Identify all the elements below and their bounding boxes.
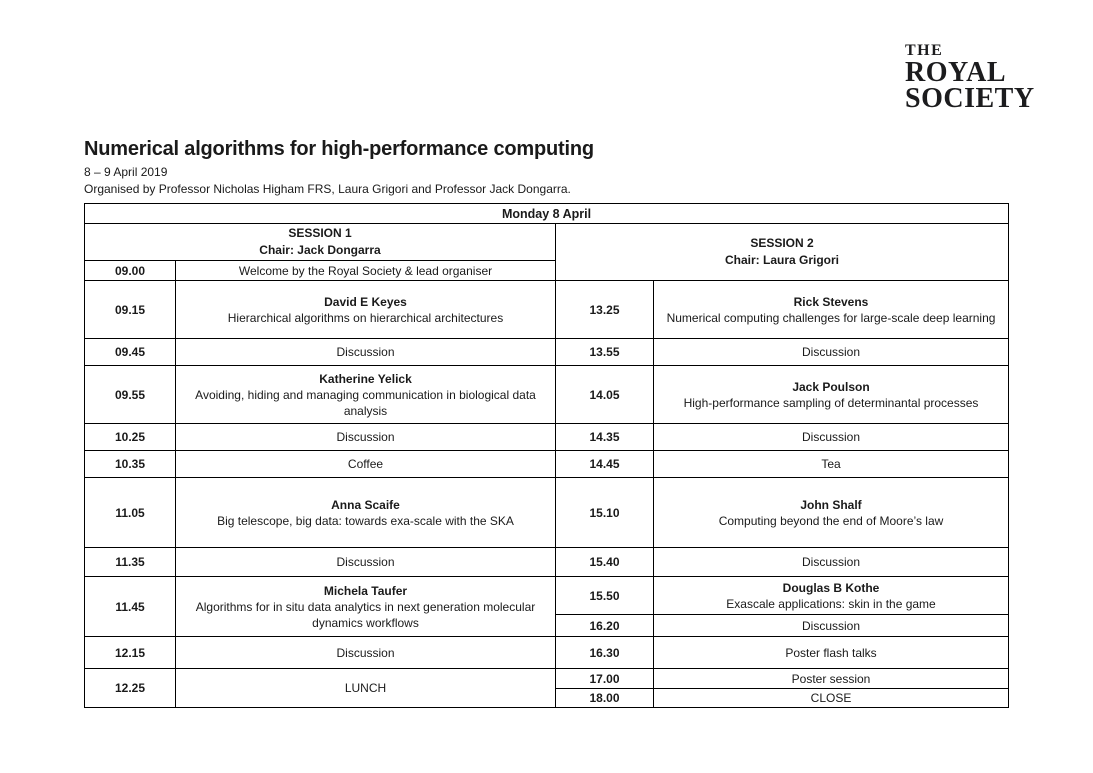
document-header: Numerical algorithms for high-performanc…: [84, 138, 944, 198]
event-cell: Poster session: [652, 668, 1010, 689]
table-row: 09.15 David E Keyes Hierarchical algorit…: [84, 280, 1010, 339]
time-cell: 12.25: [84, 668, 176, 708]
event-cell: Discussion: [652, 338, 1010, 366]
talk-title: Numerical computing challenges for large…: [666, 310, 996, 325]
event-cell: LUNCH: [175, 668, 556, 708]
time-cell: 10.25: [84, 423, 176, 451]
time-cell: 11.45: [84, 576, 176, 637]
session2-header: SESSION 2 Chair: Laura Grigori: [554, 223, 1010, 281]
table-row: 11.45 Michela Taufer Algorithms for in s…: [84, 576, 1010, 637]
session1-title: SESSION 1: [288, 226, 352, 240]
table-row: 09.45 Discussion 13.55 Discussion: [84, 338, 1010, 366]
event-cell: Poster flash talks: [652, 636, 1010, 669]
time-cell: 09.45: [84, 338, 176, 366]
day-header: Monday 8 April: [83, 203, 1010, 224]
time-cell: 13.55: [555, 338, 654, 366]
royal-society-logo: THE ROYAL SOCIETY: [905, 42, 1035, 114]
event-cell: Discussion: [175, 547, 556, 577]
time-cell: 10.35: [84, 450, 176, 478]
time-cell: 09.00: [84, 260, 176, 281]
event-cell: Discussion: [175, 636, 556, 669]
talk-cell: Douglas B Kothe Exascale applications: s…: [652, 576, 1010, 615]
event-cell: Discussion: [175, 423, 556, 451]
talk-title: Avoiding, hiding and managing communicat…: [195, 387, 536, 418]
speaker-name: Jack Poulson: [792, 379, 870, 394]
table-row: 12.25 LUNCH 17.00 Poster session: [84, 668, 1010, 708]
talk-title: Computing beyond the end of Moore’s law: [718, 513, 944, 528]
time-cell: 16.20: [555, 614, 654, 637]
table-row: 10.35 Coffee 14.45 Tea: [84, 450, 1010, 478]
table-row: 10.25 Discussion 14.35 Discussion: [84, 423, 1010, 451]
event-cell: Coffee: [175, 450, 556, 478]
time-cell: 15.10: [555, 477, 654, 548]
time-cell: 15.50: [555, 576, 654, 615]
page-title: Numerical algorithms for high-performanc…: [84, 138, 594, 160]
speaker-name: Anna Scaife: [331, 497, 400, 512]
time-cell: 14.45: [555, 450, 654, 478]
speaker-name: David E Keyes: [324, 294, 407, 309]
speaker-name: John Shalf: [800, 497, 862, 512]
event-cell: Discussion: [652, 547, 1010, 577]
time-cell: 11.35: [84, 547, 176, 577]
session2-title: SESSION 2: [750, 236, 814, 250]
table-row: 09.55 Katherine Yelick Avoiding, hiding …: [84, 365, 1010, 424]
talk-title: Algorithms for in situ data analytics in…: [195, 599, 536, 630]
event-dates: 8 – 9 April 2019: [84, 165, 168, 179]
organisers-line: Organised by Professor Nicholas Higham F…: [84, 182, 571, 196]
event-cell: CLOSE: [652, 688, 1010, 708]
speaker-name: Rick Stevens: [793, 294, 869, 309]
talk-cell: John Shalf Computing beyond the end of M…: [652, 477, 1010, 548]
time-cell: 13.25: [555, 280, 654, 339]
talk-cell: Katherine Yelick Avoiding, hiding and ma…: [175, 365, 556, 424]
event-title: Welcome by the Royal Society & lead orga…: [238, 263, 493, 278]
event-cell: Discussion: [652, 614, 1010, 637]
talk-title: Big telescope, big data: towards exa-sca…: [217, 513, 514, 528]
time-cell: 09.55: [84, 365, 176, 424]
table-row: 18.00 CLOSE: [85, 688, 1010, 708]
talk-title: Hierarchical algorithms on hierarchical …: [227, 310, 504, 325]
time-cell: 15.40: [555, 547, 654, 577]
time-cell: 18.00: [555, 688, 654, 708]
schedule-table: Monday 8 April SESSION 1 Chair: Jack Don…: [83, 203, 1010, 708]
logo-line-the: THE: [905, 42, 944, 59]
talk-cell: Rick Stevens Numerical computing challen…: [652, 280, 1010, 339]
talk-cell: Jack Poulson High-performance sampling o…: [652, 365, 1010, 424]
time-cell: 16.30: [555, 636, 654, 669]
event-cell: Discussion: [175, 338, 556, 366]
speaker-name: Douglas B Kothe: [782, 580, 880, 595]
talk-title: High-performance sampling of determinant…: [683, 395, 979, 410]
table-row: 11.05 Anna Scaife Big telescope, big dat…: [84, 477, 1010, 548]
session1-header: SESSION 1 Chair: Jack Dongarra: [84, 223, 556, 261]
time-cell: 14.05: [555, 365, 654, 424]
table-row: 11.35 Discussion 15.40 Discussion: [84, 547, 1010, 577]
session2-chair: Chair: Laura Grigori: [724, 253, 840, 267]
talk-cell: Anna Scaife Big telescope, big data: tow…: [175, 477, 556, 548]
time-cell: 12.15: [84, 636, 176, 669]
table-row: 12.15 Discussion 16.30 Poster flash talk…: [84, 636, 1010, 669]
logo-line-royal: ROYAL: [905, 57, 1007, 88]
time-cell: 09.15: [84, 280, 176, 339]
event-cell: Discussion: [652, 423, 1010, 451]
table-row: 16.20 Discussion: [85, 614, 1010, 637]
event-cell: Welcome by the Royal Society & lead orga…: [175, 260, 556, 281]
speaker-name: Michela Taufer: [323, 583, 408, 598]
time-cell: 17.00: [555, 668, 654, 689]
session1-chair: Chair: Jack Dongarra: [259, 243, 381, 257]
event-cell: Tea: [652, 450, 1010, 478]
logo-line-society: SOCIETY: [905, 83, 1035, 114]
time-cell: 11.05: [84, 477, 176, 548]
speaker-name: Katherine Yelick: [319, 371, 412, 386]
talk-title: Exascale applications: skin in the game: [726, 596, 936, 611]
talk-cell: David E Keyes Hierarchical algorithms on…: [175, 280, 556, 339]
time-cell: 14.35: [555, 423, 654, 451]
talk-cell: Michela Taufer Algorithms for in situ da…: [175, 576, 556, 637]
